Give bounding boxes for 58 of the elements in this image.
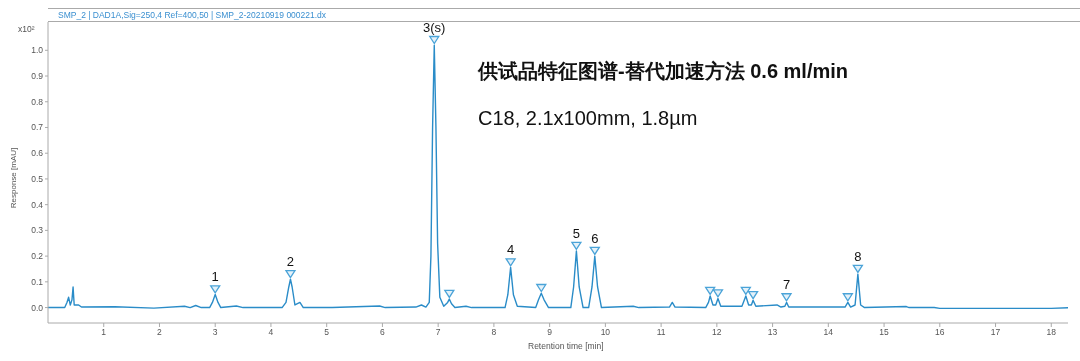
y-tick-label: 0.9 [31,71,44,82]
annotation: 4 [507,242,515,258]
point [781,293,792,302]
annotation: 1 [211,269,219,285]
y-tick-label: 0.2 [31,251,44,262]
x-tick-label: 12 [712,327,722,338]
x-tick-label: 15 [879,327,890,338]
x-axis-title: Retention time [min] [528,341,604,351]
y-tick-label: 0.7 [31,122,44,133]
y-tick-label: 0.5 [31,173,44,184]
text: x10² [18,24,35,34]
x-tick-label: 16 [935,327,945,338]
point [505,258,516,267]
point [571,241,582,250]
chart-title: SMP_2 | DAD1A,Sig=250,4 Ref=400,50 | SMP_2-20210919 000221.dx [48,8,1080,22]
y-tick-label: 1.0 [31,45,44,56]
y-tick-label: 0.6 [31,148,44,159]
x-tick-label: 10 [600,327,611,338]
point [705,286,716,295]
x-tick-label: 18 [1046,327,1057,338]
point [852,264,864,274]
x-tick-label: 11 [656,327,666,338]
x-tick-label: 3 [212,327,218,338]
point [429,35,440,45]
y-tick-label: 0.8 [31,96,44,107]
x-tick-label: 5 [324,327,330,338]
annotation: 2 [286,254,295,270]
x-tick-label: 7 [435,327,441,338]
point [740,286,751,295]
y-tick-label: 0.3 [31,225,44,236]
x-tick-label: 8 [491,327,497,338]
point [747,291,759,300]
point [210,285,221,294]
annotation: 7 [782,277,791,293]
annotation: 6 [591,231,599,247]
point [444,289,455,299]
x-tick-label: 13 [767,327,778,338]
annotation: 供试品特征图谱-替代加速方法 0.6 ml/min [478,59,849,84]
y-tick-label: 0.1 [31,276,44,287]
annotation: C18, 2.1x100mm, 1.8µm [478,107,698,130]
x-tick-label: 1 [101,327,107,338]
x-tick-label: 17 [990,327,1001,338]
x-tick-label: 14 [823,327,834,338]
x-tick-label: 2 [157,327,163,338]
annotation: 5 [572,225,581,241]
point [712,289,724,298]
x-tick-label: 6 [380,327,386,338]
point [536,283,547,293]
point [589,246,600,256]
point [285,269,296,279]
y-axis-title: Response [mAU] [9,147,18,209]
point [842,293,853,302]
y-tick-label: 0.0 [31,302,44,313]
annotation: 3(s) [423,20,446,36]
x-tick-label: 4 [268,327,274,338]
y-tick-label: 0.4 [31,199,44,210]
annotation: 8 [854,249,862,265]
x-tick-label: 9 [547,327,553,338]
